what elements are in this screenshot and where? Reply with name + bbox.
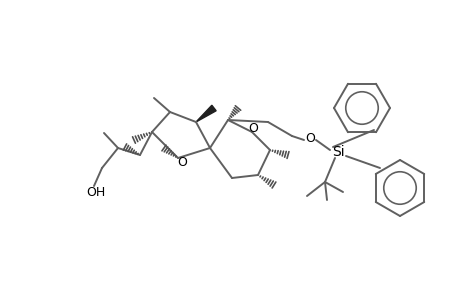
- Text: Si: Si: [331, 145, 344, 159]
- Text: O: O: [304, 133, 314, 146]
- Polygon shape: [196, 105, 216, 122]
- Text: O: O: [247, 122, 257, 134]
- Text: OH: OH: [86, 187, 106, 200]
- Text: O: O: [177, 157, 186, 169]
